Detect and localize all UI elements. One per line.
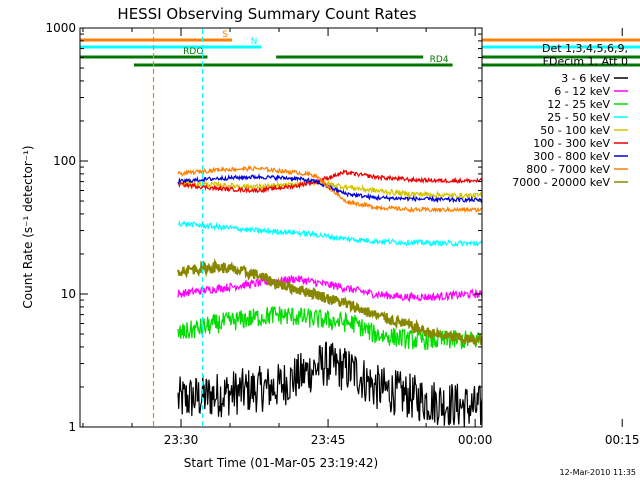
legend-header-line: Det 1,3,4,5,6,9, <box>542 42 628 55</box>
legend-entry-label: 25 - 50 keV <box>547 111 610 124</box>
series-line-6-12-kev <box>177 274 482 303</box>
legend-entry-label: 800 - 7000 keV <box>526 163 610 176</box>
x-tick-label: 23:30 <box>164 433 199 447</box>
series-line-100-300-kev <box>177 168 482 194</box>
legend-entry-label: 12 - 25 keV <box>547 98 610 111</box>
legend: Det 1,3,4,5,6,9,FDecim 1, Att 0 3 - 6 keV… <box>512 42 628 189</box>
series-line-800-7000-kev <box>177 165 482 214</box>
legend-entry-label: 300 - 800 keV <box>533 150 610 163</box>
series-line-7000-20000-kev <box>176 257 482 346</box>
series-line-300-800-kev <box>177 173 482 204</box>
series-line-25-50-kev <box>177 220 482 247</box>
series-group <box>176 165 482 427</box>
flag-label-s: S <box>222 30 228 40</box>
series-line-3-6-kev <box>177 341 482 427</box>
y-tick-label: 10 <box>61 287 76 301</box>
vertical-markers <box>152 29 204 427</box>
legend-entry-label: 7000 - 20000 keV <box>512 176 610 189</box>
y-tick-label: 1000 <box>45 21 76 35</box>
y-tick-label: 1 <box>68 420 76 434</box>
flag-label-rdo: RDO <box>183 47 203 57</box>
attenuator-flags: S N RDO RD4 <box>80 30 640 67</box>
y-tick-label: 100 <box>53 154 76 168</box>
chart-title: HESSI Observing Summary Count Rates <box>117 5 416 23</box>
x-tick-label: 00:15 <box>605 433 640 447</box>
y-axis-label: Count Rate (s⁻¹ detector⁻¹) <box>21 145 35 308</box>
x-tick-label: 23:45 <box>311 433 346 447</box>
plot-frame <box>79 27 483 428</box>
legend-entry-label: 100 - 300 keV <box>533 137 610 150</box>
y-axis-ticks: 1 10 100 1000 <box>45 21 482 434</box>
generation-timestamp: 12-Mar-2010 11:35 <box>560 468 637 477</box>
flag-label-rd4: RD4 <box>430 55 449 65</box>
series-line-12-25-kev <box>177 305 482 351</box>
series-line-50-100-kev <box>177 178 482 201</box>
x-axis-label: Start Time (01-Mar-05 23:19:42) <box>184 456 378 470</box>
legend-entry-label: 3 - 6 keV <box>561 72 610 85</box>
x-tick-label: 00:00 <box>458 433 493 447</box>
legend-entry-label: 50 - 100 keV <box>540 124 610 137</box>
legend-header-line: FDecim 1, Att 0 <box>543 55 628 68</box>
legend-entry-label: 6 - 12 keV <box>554 85 610 98</box>
flag-label-n: N <box>251 37 258 47</box>
